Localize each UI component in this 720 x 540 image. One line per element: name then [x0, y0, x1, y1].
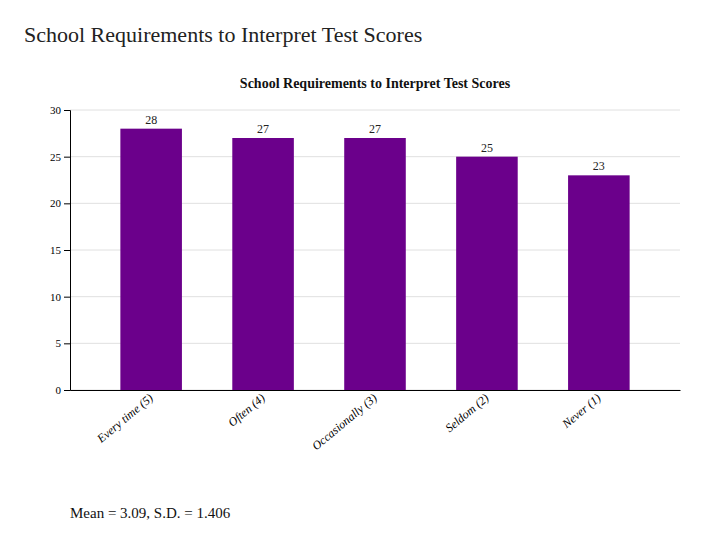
- y-tick: 10: [50, 291, 70, 303]
- y-tick-mark: [64, 390, 70, 391]
- bar: [568, 175, 630, 390]
- bar: [344, 138, 406, 390]
- x-tick: Seldom (2): [442, 391, 491, 435]
- bar: [120, 129, 182, 390]
- y-tick-label: 15: [50, 244, 62, 256]
- y-axis-line: [64, 111, 71, 391]
- y-tick-mark: [64, 110, 70, 111]
- x-tick: Never (1): [559, 391, 604, 432]
- annotation: Mean = 3.09, S.D. = 1.406: [70, 505, 231, 521]
- y-tick: 0: [56, 384, 71, 396]
- y-tick-label: 30: [50, 104, 62, 116]
- data-label: 28: [145, 113, 157, 127]
- x-tick: Occasionally (3): [309, 391, 380, 453]
- data-label: 25: [481, 141, 493, 155]
- y-tick: 5: [56, 337, 71, 349]
- data-label: 27: [369, 122, 381, 136]
- y-axis: 0 5 10 15 20 25 30: [50, 104, 71, 396]
- y-tick-mark: [64, 297, 70, 298]
- y-tick-mark: [64, 157, 70, 158]
- x-tick: Often (4): [225, 391, 267, 430]
- chart-title: School Requirements to Interpret Test Sc…: [240, 76, 511, 91]
- grid: [70, 110, 680, 390]
- y-tick-label: 20: [50, 197, 62, 209]
- y-tick-label: 25: [50, 151, 62, 163]
- plot: 0 5 10 15 20 25 30 Every time (5) Often (4) Occas…: [50, 104, 681, 453]
- y-tick: 15: [50, 244, 70, 256]
- y-tick-mark: [64, 250, 70, 251]
- y-tick-label: 10: [50, 291, 62, 303]
- x-tick: Every time (5): [93, 391, 155, 446]
- data-labels: 28 27 27 25 23: [145, 113, 605, 174]
- data-label: 27: [257, 122, 269, 136]
- bar: [232, 138, 294, 390]
- y-tick: 20: [50, 197, 70, 209]
- x-axis-line: [71, 390, 681, 391]
- x-tick-label: Never (1): [559, 391, 604, 432]
- y-tick: 25: [50, 151, 70, 163]
- chart-svg: School Requirements to Interpret Test Sc…: [0, 0, 720, 540]
- slide-title: School Requirements to Interpret Test Sc…: [24, 22, 422, 47]
- x-axis: Every time (5) Often (4) Occasionally (3) S…: [71, 391, 681, 454]
- x-tick-label: Seldom (2): [442, 391, 491, 435]
- y-tick: 30: [50, 104, 70, 116]
- bar: [456, 157, 518, 390]
- x-tick-label: Every time (5): [93, 391, 155, 446]
- y-tick-mark: [64, 343, 70, 344]
- x-tick-label: Occasionally (3): [309, 391, 380, 453]
- y-tick-label: 5: [56, 337, 62, 349]
- grid-line: [70, 110, 680, 111]
- bars: [120, 129, 629, 390]
- y-tick-label: 0: [56, 384, 62, 396]
- y-tick-mark: [64, 203, 70, 204]
- x-tick-label: Often (4): [225, 391, 267, 430]
- data-label: 23: [593, 159, 605, 173]
